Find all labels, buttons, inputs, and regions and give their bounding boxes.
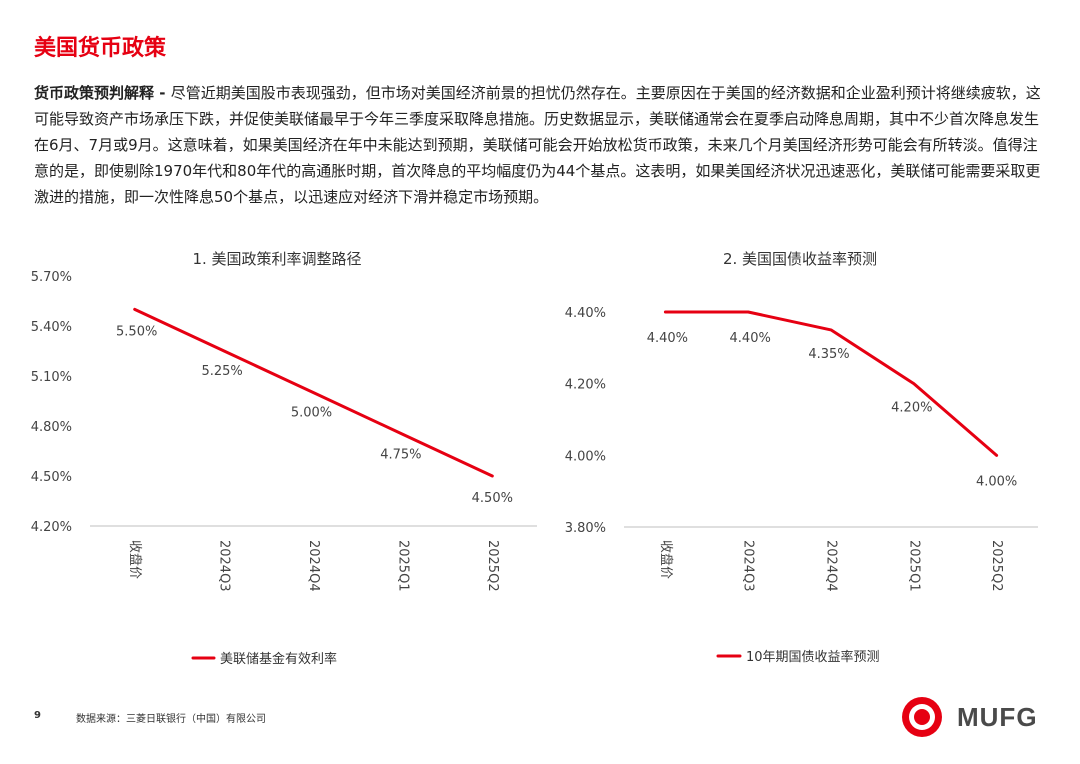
- data-label: 5.50%: [116, 324, 157, 339]
- x-tick-label: 2025Q1: [906, 540, 921, 592]
- legend-label: 10年期国债收益率预测: [746, 649, 880, 665]
- data-source: 数据来源：三菱日联银行（中国）有限公司: [76, 714, 266, 725]
- data-label: 5.25%: [201, 364, 242, 379]
- data-label: 4.35%: [808, 347, 849, 362]
- y-tick-label: 4.20%: [565, 378, 606, 393]
- data-label: 4.75%: [380, 447, 421, 462]
- x-tick-label: 2024Q4: [306, 540, 321, 592]
- y-tick-label: 5.70%: [31, 270, 72, 285]
- series-line: [663, 310, 999, 457]
- data-label: 4.40%: [647, 331, 688, 346]
- page-title: 美国货币政策: [34, 36, 167, 61]
- data-label: 5.00%: [291, 406, 332, 421]
- x-tick-label: 2024Q3: [217, 540, 232, 592]
- y-tick-label: 5.10%: [31, 370, 72, 385]
- chart-treasury-yield: 2. 美国国债收益率预测 4.40% 4.20% 4.00% 3.80% 收盘价 2024Q…: [540, 240, 1080, 680]
- y-tick-label: 5.40%: [31, 320, 72, 335]
- data-label: 4.50%: [472, 491, 513, 506]
- logo-text: MUFG: [957, 702, 1038, 732]
- x-tick-label: 收盘价: [127, 540, 143, 579]
- y-tick-label: 4.40%: [565, 306, 606, 321]
- x-tick-label: 2024Q3: [741, 540, 756, 592]
- y-tick-label: 3.80%: [565, 521, 606, 536]
- chart-svg: 1. 美国政策利率调整路径 5.70% 5.40% 5.10% 4.80% 4.50% 4.…: [31, 250, 537, 667]
- x-tick-label: 2024Q4: [824, 540, 839, 592]
- x-tick-label: 2025Q2: [485, 540, 500, 592]
- y-tick-label: 4.00%: [565, 449, 606, 464]
- x-tick-label: 收盘价: [658, 540, 674, 579]
- paragraph-text: 尽管近期美国股市表现强劲，但市场对美国经济前景的担忧仍然存在。主要原因在于美国的…: [34, 84, 1041, 206]
- data-label: 4.40%: [730, 331, 771, 346]
- paragraph-lead: 货币政策预判解释: [34, 84, 155, 102]
- paragraph-separator: -: [154, 84, 171, 102]
- mufg-logo-mark-icon: [902, 697, 942, 737]
- page-number: 9: [34, 710, 41, 721]
- mufg-logo: MUFG: [898, 694, 1058, 740]
- chart-title: 2. 美国国债收益率预测: [723, 250, 877, 268]
- y-tick-label: 4.80%: [31, 420, 72, 435]
- x-tick-label: 2025Q1: [395, 540, 410, 592]
- body-paragraph: 货币政策预判解释 - 尽管近期美国股市表现强劲，但市场对美国经济前景的担忧仍然存…: [34, 80, 1050, 210]
- chart-policy-rate: 1. 美国政策利率调整路径 5.70% 5.40% 5.10% 4.80% 4.50% 4.…: [0, 240, 540, 680]
- chart-svg: 2. 美国国债收益率预测 4.40% 4.20% 4.00% 3.80% 收盘价 2024Q…: [565, 250, 1038, 665]
- y-tick-label: 4.20%: [31, 520, 72, 535]
- data-label: 4.00%: [976, 474, 1017, 489]
- legend-label: 美联储基金有效利率: [220, 651, 337, 667]
- y-tick-label: 4.50%: [31, 470, 72, 485]
- data-label: 4.20%: [891, 401, 932, 416]
- chart-title: 1. 美国政策利率调整路径: [192, 250, 361, 268]
- x-tick-label: 2025Q2: [989, 540, 1004, 592]
